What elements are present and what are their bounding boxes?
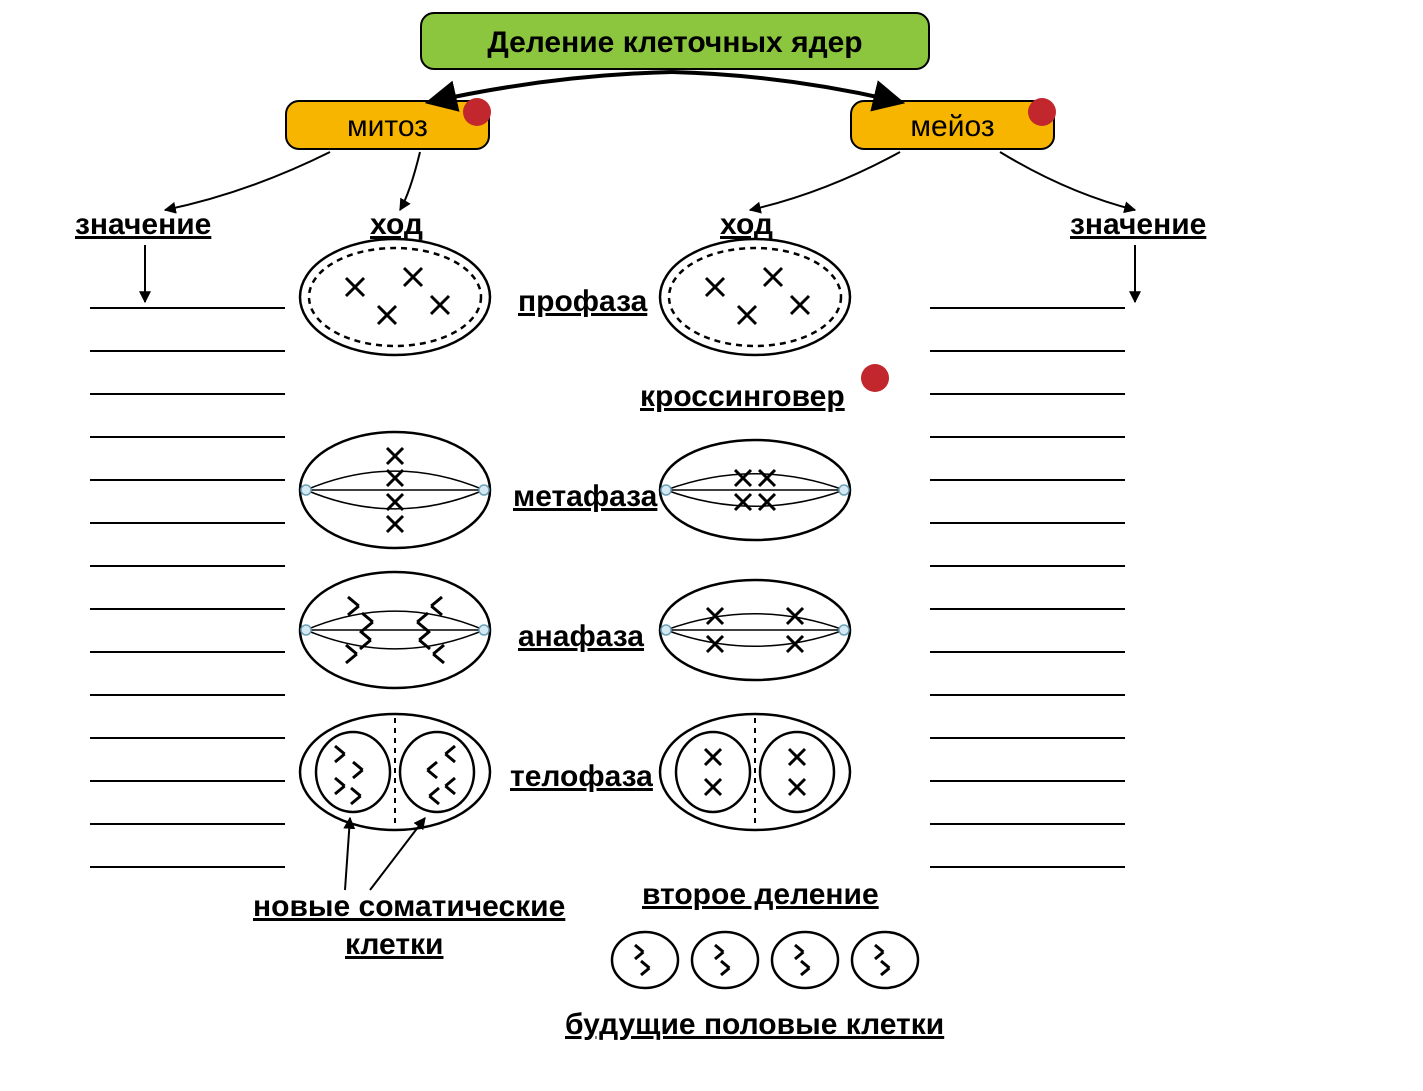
heading-hod-right: ход (720, 208, 773, 242)
heading-znach-left: значение (75, 208, 211, 242)
label-metaphase: метафаза (513, 480, 657, 514)
title-box: Деление клеточных ядер (420, 12, 930, 70)
heading-znach-right: значение (1070, 208, 1206, 242)
arrow (400, 152, 420, 210)
arrow (430, 72, 672, 102)
red-dot-meiosis (1028, 98, 1056, 126)
branch-meiosis-label: мейоз (910, 110, 994, 143)
red-dot-crossover (861, 364, 889, 392)
caption-gametes: будущие половые клетки (565, 1008, 944, 1042)
branch-mitosis: митоз (285, 100, 490, 150)
caption-somatic-2: клетки (345, 928, 443, 962)
label-crossover: кроссинговер (640, 380, 845, 414)
red-dot-mitosis (463, 98, 491, 126)
label-prophase: профаза (518, 285, 647, 319)
caption-second-division: второе деление (642, 878, 879, 912)
arrow (1000, 152, 1135, 210)
diagram-stage: Деление клеточных ядер митоз мейоз значе… (0, 0, 1423, 1091)
title-text: Деление клеточных ядер (487, 26, 862, 59)
caption-somatic-1: новые соматические (253, 890, 565, 924)
arrow (672, 72, 900, 102)
branch-meiosis: мейоз (850, 100, 1055, 150)
branch-mitosis-label: митоз (347, 110, 428, 143)
arrow (165, 152, 330, 210)
arrow (370, 818, 425, 890)
label-telophase: телофаза (510, 760, 653, 794)
arrow (345, 818, 350, 890)
cells-group (300, 239, 918, 988)
arrow (750, 152, 900, 210)
heading-hod-left: ход (370, 208, 423, 242)
svg-layer (0, 0, 1423, 1091)
label-anaphase: анафаза (518, 620, 644, 654)
